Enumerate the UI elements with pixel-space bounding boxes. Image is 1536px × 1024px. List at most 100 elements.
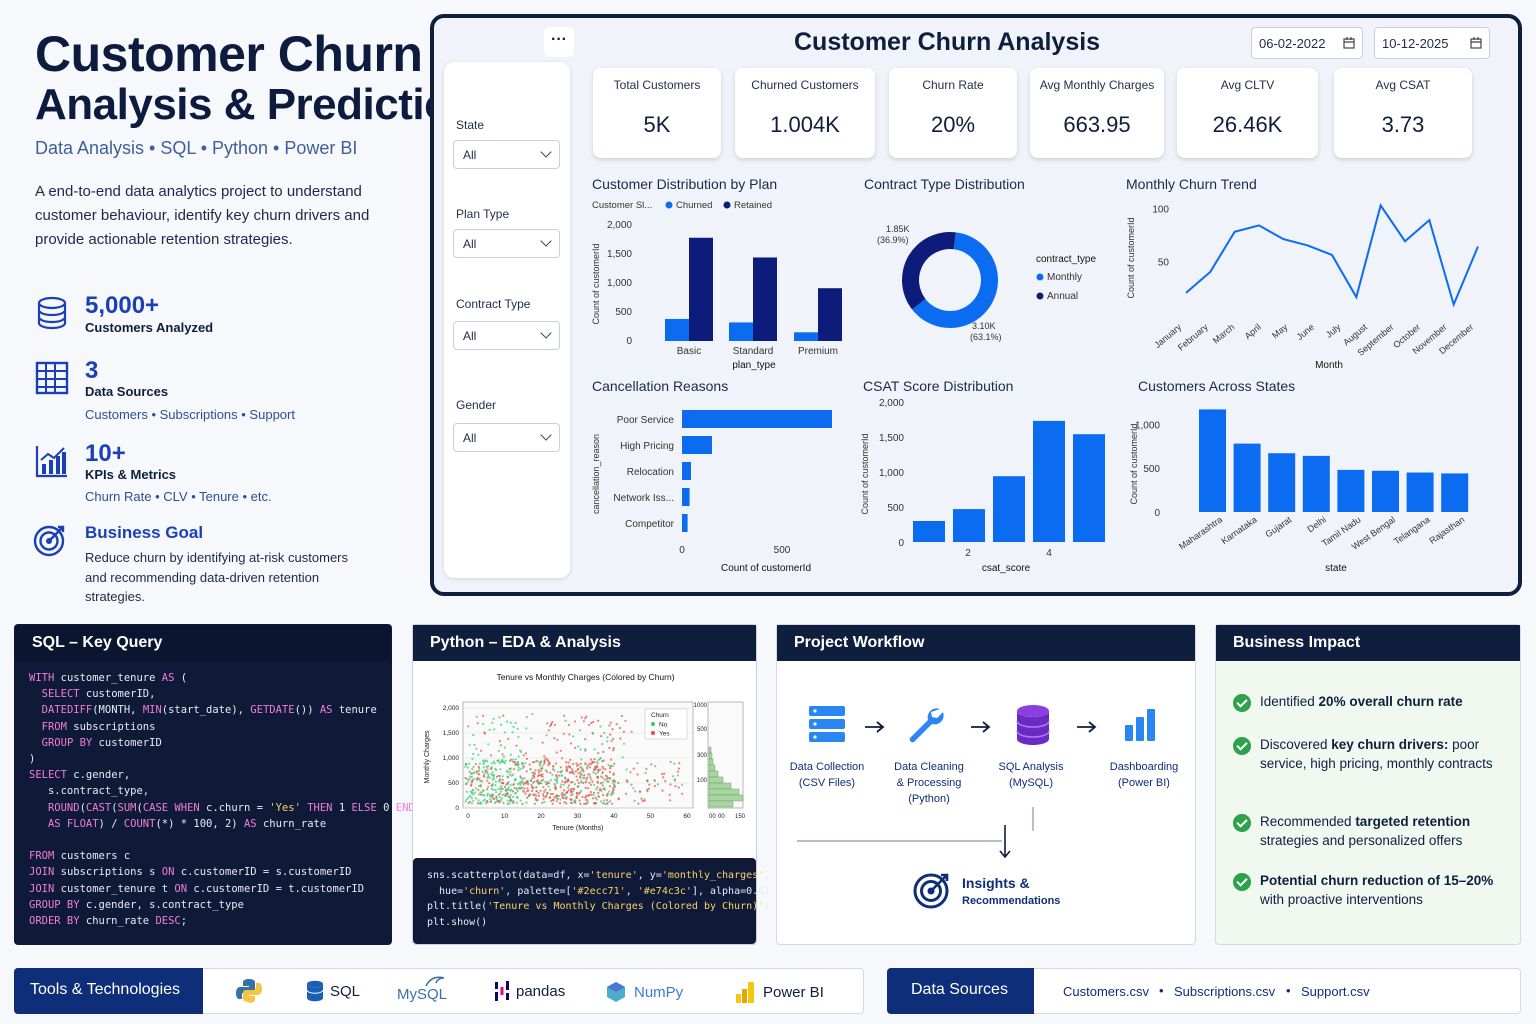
point-churn-no <box>473 778 476 781</box>
point-churn-yes <box>551 792 554 796</box>
point-churn-no <box>566 786 570 789</box>
workflow-step-2: Data Cleaning & Processing (Python) <box>894 761 964 805</box>
point-churn-no <box>599 756 602 759</box>
point-churn-yes <box>567 761 570 764</box>
kpi-label: Avg CLTV <box>1220 78 1275 92</box>
point-churn-yes <box>499 744 503 747</box>
x-tick-label: 60 <box>683 813 691 820</box>
x-tick-label: 0 <box>466 813 470 820</box>
bar-chart-icon <box>1125 709 1155 741</box>
point-churn-no <box>572 790 575 793</box>
point-churn-yes <box>586 776 589 779</box>
point-churn-no <box>472 799 475 802</box>
point-churn-yes <box>610 793 613 796</box>
point-churn-no <box>557 794 561 798</box>
point-churn-yes <box>602 750 605 753</box>
point-churn-no <box>483 798 486 801</box>
point-churn-yes <box>526 796 529 799</box>
x-tick-label: 50 <box>647 813 655 820</box>
point-churn-yes <box>472 771 476 774</box>
point-churn-yes <box>542 793 545 796</box>
bar-state <box>1372 470 1399 512</box>
point-churn-yes <box>559 766 562 769</box>
filter-plan-select[interactable]: All <box>453 229 560 258</box>
point-churn-yes <box>577 772 580 775</box>
point-churn-no <box>496 760 499 763</box>
point-churn-yes <box>551 802 554 805</box>
point-churn-yes <box>478 777 481 781</box>
kpi-label: Total Customers <box>613 78 701 92</box>
point-churn-no <box>482 723 485 726</box>
point-churn-yes <box>570 781 573 784</box>
point-churn-yes <box>502 714 505 717</box>
point-churn-no <box>499 768 502 771</box>
python-code-block: sns.scatterplot(data=df, x='tenure', y='… <box>413 858 770 944</box>
filter-contract-select[interactable]: All <box>453 321 560 350</box>
workflow-final-title: Insights & <box>962 875 1030 891</box>
point-churn-yes <box>495 795 498 798</box>
point-churn-no <box>515 801 518 804</box>
point-churn-yes <box>535 790 538 793</box>
filter-state-select[interactable]: All <box>453 140 560 169</box>
point-churn-no <box>491 721 494 724</box>
point-churn-yes <box>501 793 504 796</box>
point-churn-no <box>492 775 495 778</box>
point-churn-no <box>464 765 467 768</box>
point-churn-no <box>603 802 607 805</box>
point-churn-yes <box>557 797 560 800</box>
point-churn-no <box>606 736 609 739</box>
point-churn-yes <box>541 773 544 776</box>
x-tick-label: Maharashtra <box>1177 514 1224 551</box>
point-churn-yes <box>563 714 566 717</box>
hero-title-line1: Customer Churn <box>35 26 423 82</box>
point-churn-no <box>477 799 480 802</box>
point-churn-yes <box>624 719 627 722</box>
point-churn-no <box>475 747 478 750</box>
point-churn-no <box>481 780 484 783</box>
workflow-step-3: SQL Analysis (MySQL) <box>998 761 1064 789</box>
point-churn-no <box>500 787 503 790</box>
point-churn-yes <box>562 732 565 735</box>
point-churn-no <box>596 771 599 774</box>
point-churn-no <box>501 775 504 778</box>
point-churn-no <box>553 769 556 772</box>
point-churn-no <box>539 760 543 763</box>
point-churn-yes <box>506 782 509 785</box>
point-churn-no <box>580 758 583 761</box>
point-churn-yes <box>630 783 633 786</box>
x-tick-label: Rajasthan <box>1427 514 1466 545</box>
legend-retained: Retained <box>734 200 772 211</box>
more-options-button[interactable]: ··· <box>544 27 574 57</box>
bar-cancel-reason <box>682 488 690 506</box>
point-churn-yes <box>565 768 568 771</box>
date-from-picker[interactable]: 06-02-2022 <box>1251 27 1363 59</box>
point-churn-no <box>585 780 588 783</box>
point-churn-yes <box>565 765 568 768</box>
x-tick-label: April <box>1243 322 1263 341</box>
point-churn-yes <box>522 783 525 786</box>
source-item-2: Subscriptions.csv <box>1174 984 1276 999</box>
point-churn-yes <box>601 784 604 787</box>
y-tick-label: 2,000 <box>443 705 460 712</box>
point-churn-yes <box>506 791 509 795</box>
impact-item-1: Identified 20% overall churn rate <box>1260 694 1463 709</box>
point-churn-yes <box>593 758 596 761</box>
point-churn-no <box>498 796 501 799</box>
arrow-icon <box>1077 721 1097 733</box>
point-churn-yes <box>477 788 480 791</box>
point-churn-no <box>512 795 515 799</box>
point-churn-yes <box>588 781 591 784</box>
point-churn-no <box>464 800 467 803</box>
filter-gender-select[interactable]: All <box>453 423 560 452</box>
point-churn-no <box>497 749 500 753</box>
point-churn-yes <box>589 776 592 779</box>
impact-item-3: Recommended targeted retention strategie… <box>1260 814 1471 848</box>
point-churn-yes <box>532 794 535 797</box>
point-churn-no <box>597 794 600 797</box>
date-to-picker[interactable]: 10-12-2025 <box>1374 27 1490 59</box>
tool-sql: SQL <box>306 980 360 1002</box>
point-churn-no <box>510 788 513 791</box>
point-churn-yes <box>506 775 509 778</box>
x-axis-label: Month <box>1315 360 1343 371</box>
point-churn-yes <box>541 741 544 744</box>
